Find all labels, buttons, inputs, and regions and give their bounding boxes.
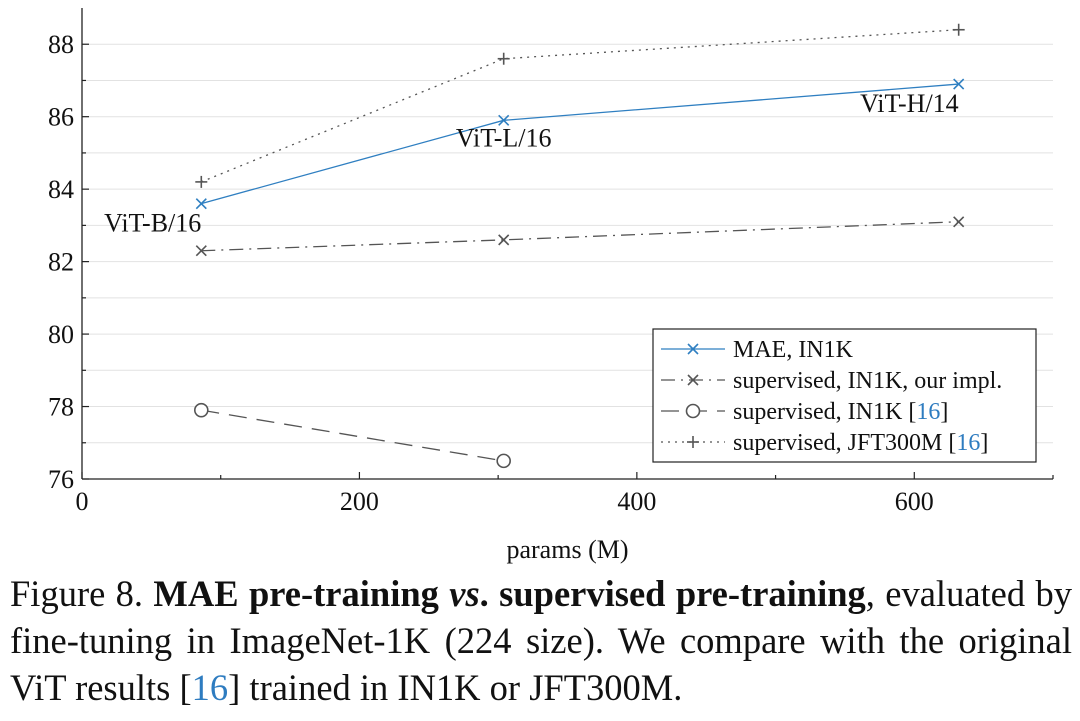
series-line — [201, 221, 959, 252]
legend-label: supervised, IN1K, our impl. — [733, 368, 1002, 394]
caption-bold-2: . supervised pre-training — [479, 573, 866, 614]
figure-caption: Figure 8. MAE pre-training vs. supervise… — [10, 570, 1072, 711]
data-point-plus-marker — [952, 23, 965, 36]
chart: 76 78 80 82 84 86 88 0 200 400 600 params (M) ViT-B… — [48, 8, 1054, 564]
data-point-x-marker — [498, 114, 510, 126]
legend-label: supervised, IN1K [16] — [733, 399, 948, 425]
legend-label: MAE, IN1K — [733, 337, 854, 363]
data-point-circle-marker — [685, 403, 701, 419]
x-tick-label: 0 — [76, 487, 89, 516]
series-line — [201, 83, 959, 205]
y-tick-label: 82 — [48, 248, 74, 277]
caption-citation[interactable]: 16 — [191, 667, 229, 708]
axes: 76 78 80 82 84 86 88 0 200 400 600 params (M) — [48, 8, 1054, 564]
legend: MAE, IN1K supervised, IN1K, our impl. supe… — [652, 328, 1037, 463]
y-tick-label: 84 — [48, 175, 74, 204]
caption-bold-1: MAE pre-training — [153, 573, 450, 614]
data-point-x-marker — [195, 245, 207, 257]
x-axis-label: params (M) — [506, 535, 628, 564]
series-3 — [193, 402, 511, 469]
caption-text-2: ] trained in IN1K or JFT300M. — [228, 667, 683, 708]
legend-label: supervised, JFT300M [16] — [733, 430, 988, 456]
annotations: ViT-B/16 ViT-L/16 ViT-H/14 — [104, 89, 959, 238]
x-tick-label: 400 — [617, 487, 656, 516]
series-4 — [195, 23, 965, 188]
data-point-circle-marker — [496, 453, 511, 469]
data-point-x-marker — [195, 198, 207, 210]
x-tick-label: 600 — [895, 487, 934, 516]
data-point-plus-marker — [195, 175, 208, 188]
series-group — [193, 23, 965, 469]
annotation-label: ViT-H/14 — [860, 89, 959, 118]
y-tick-label: 86 — [48, 103, 74, 132]
annotation-label: ViT-B/16 — [104, 209, 201, 238]
caption-bold-vs: vs — [449, 573, 480, 614]
data-point-x-marker — [953, 78, 965, 90]
data-point-plus-marker — [687, 436, 699, 448]
data-point-x-marker — [687, 374, 699, 386]
legend-citation[interactable]: 16 — [956, 430, 980, 456]
annotation-label: ViT-L/16 — [456, 123, 552, 152]
y-tick-label: 80 — [48, 320, 74, 349]
series-1 — [195, 78, 965, 210]
y-tick-label: 88 — [48, 30, 74, 59]
data-point-x-marker — [498, 234, 510, 246]
x-tick-label: 200 — [340, 487, 379, 516]
grid — [82, 43, 1053, 444]
series-line — [201, 409, 504, 462]
y-tick-label: 78 — [48, 393, 74, 422]
caption-text-1: , evaluated by fine-tuning in ImageNet-1… — [10, 573, 1072, 708]
data-point-plus-marker — [497, 52, 510, 65]
legend-box — [652, 328, 1037, 463]
data-point-circle-marker — [193, 402, 209, 418]
y-tick-label: 76 — [48, 465, 74, 494]
data-point-x-marker — [687, 343, 699, 355]
legend-citation[interactable]: 16 — [916, 399, 940, 425]
figure-label: Figure 8. — [10, 573, 144, 614]
series-2 — [195, 216, 965, 257]
series-line — [201, 29, 959, 183]
data-point-x-marker — [953, 216, 965, 228]
